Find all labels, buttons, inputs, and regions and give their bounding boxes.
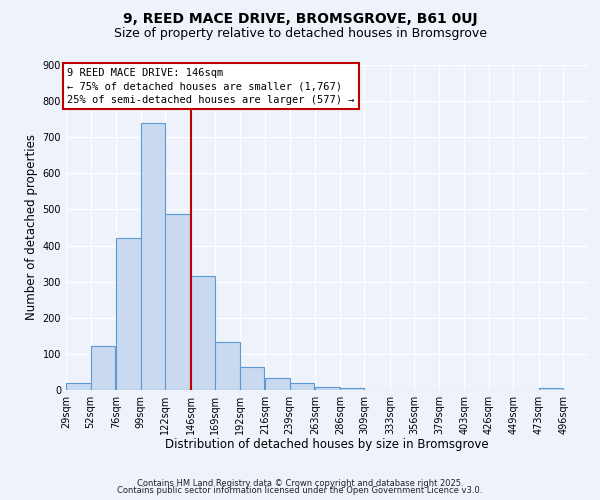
Bar <box>66 383 91 390</box>
Bar <box>290 383 314 390</box>
Text: Contains HM Land Registry data © Crown copyright and database right 2025.: Contains HM Land Registry data © Crown c… <box>137 478 463 488</box>
Text: 9 REED MACE DRIVE: 146sqm
← 75% of detached houses are smaller (1,767)
25% of se: 9 REED MACE DRIVE: 146sqm ← 75% of detac… <box>67 68 355 104</box>
Bar <box>239 366 264 390</box>
Text: Contains public sector information licensed under the Open Government Licence v3: Contains public sector information licen… <box>118 486 482 495</box>
Bar <box>165 214 190 390</box>
Text: Size of property relative to detached houses in Bromsgrove: Size of property relative to detached ho… <box>113 28 487 40</box>
Bar <box>265 378 290 390</box>
Bar <box>140 123 165 390</box>
Bar <box>215 342 239 390</box>
Bar <box>191 276 215 390</box>
Text: 9, REED MACE DRIVE, BROMSGROVE, B61 0UJ: 9, REED MACE DRIVE, BROMSGROVE, B61 0UJ <box>122 12 478 26</box>
Bar <box>116 238 140 390</box>
Y-axis label: Number of detached properties: Number of detached properties <box>25 134 38 320</box>
Bar <box>340 388 364 390</box>
Bar <box>91 346 115 390</box>
Bar <box>315 387 340 390</box>
X-axis label: Distribution of detached houses by size in Bromsgrove: Distribution of detached houses by size … <box>165 438 489 452</box>
Bar <box>539 388 563 390</box>
